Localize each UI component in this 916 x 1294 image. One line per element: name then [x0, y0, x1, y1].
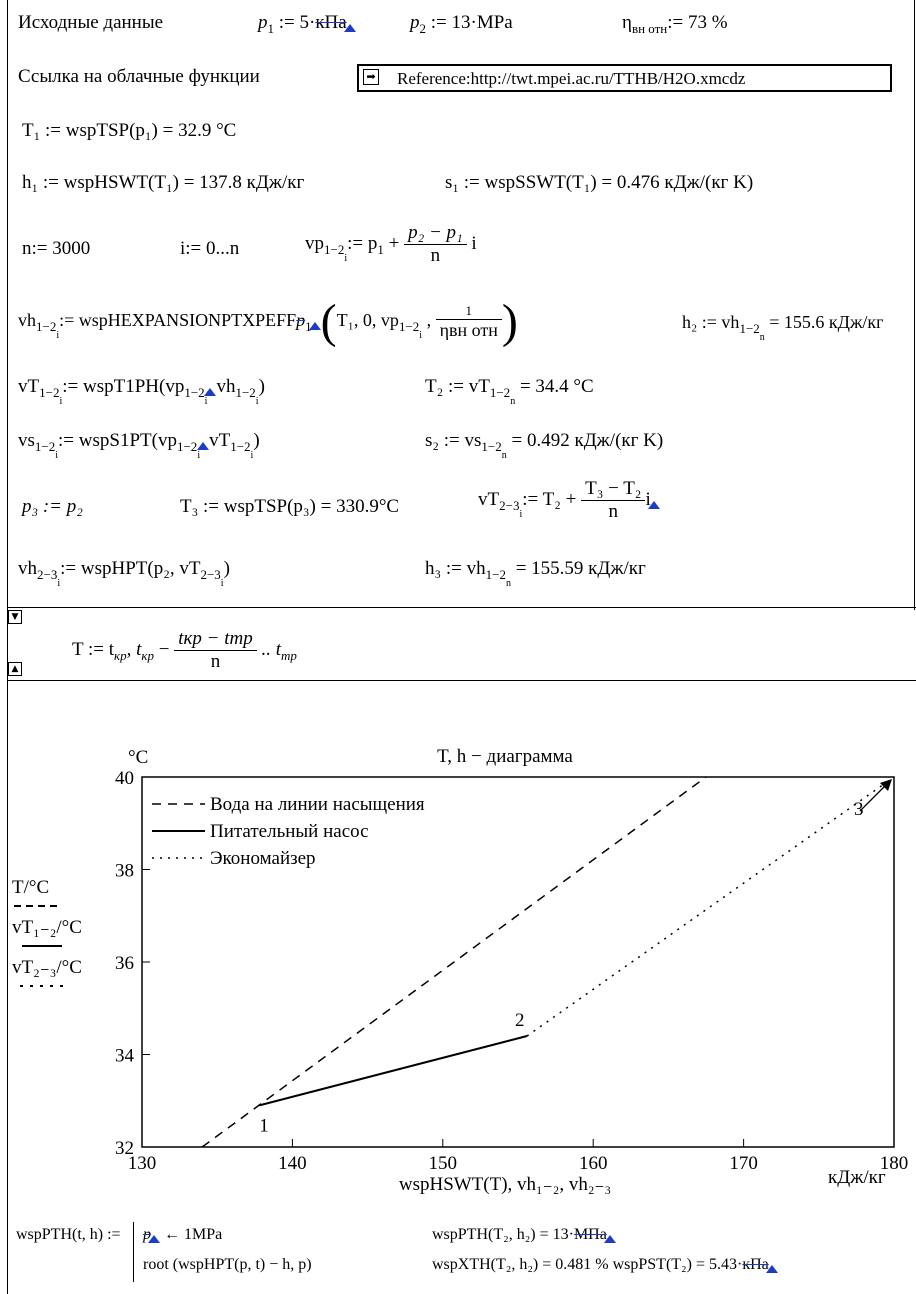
error-caret-icon [308, 322, 321, 331]
collapse-down-icon[interactable]: ▼ [8, 610, 22, 624]
series-pump-line [259, 1035, 528, 1107]
wsppth-function-def[interactable]: wspPTH(t, h) := [16, 1226, 121, 1243]
trace-labels: T/°C vT₁₋₂/°C vT₂₋₃/°C [12, 877, 82, 987]
separator-bottom [7, 680, 916, 681]
y-ticks: 32 34 36 38 40 [115, 768, 150, 1159]
series-economizer-line [526, 776, 895, 1037]
y-tick-label: 40 [115, 768, 134, 789]
chart-title: T, h − диаграмма [437, 746, 573, 767]
reference-label: Ссылка на облачные функции [18, 66, 260, 87]
error-caret-icon [603, 1235, 616, 1243]
reference-value: Reference:http://twt.mpei.ac.ru/TTHB/H2O… [397, 69, 746, 88]
inputs-label: Исходные данные [18, 12, 164, 33]
chart-y-unit: °C [128, 747, 148, 768]
point-label-3: 3 [854, 799, 864, 820]
right-border [914, 0, 915, 610]
eta-definition[interactable]: ηвн отн:= 73 % [622, 12, 728, 36]
p2-definition[interactable]: p2 := 13·MPa [410, 12, 513, 36]
legend-label: Питательный насос [210, 821, 369, 842]
t1-line[interactable]: T₁ := wspTSP(p₁) = 32.9 °C [22, 120, 237, 141]
y-tick-label: 34 [115, 1046, 135, 1067]
chart-x-label: wspHSWT(T), vh₁₋₂, vh₂₋₃ [399, 1174, 611, 1195]
x-tick-label: 140 [278, 1153, 307, 1174]
x-tick-label: 180 [880, 1153, 909, 1174]
vh-definition[interactable]: vh1−2i:= wspHEXPANSIONPTXPEFFp1 (T₁, 0, v… [18, 295, 518, 348]
legend: Вода на линии насыщения Питательный насо… [152, 794, 425, 869]
chart-x-unit: кДж/кг [828, 1167, 886, 1188]
x-tick-label: 130 [128, 1153, 157, 1174]
p1-definition[interactable]: p1 := 5·кПа [258, 12, 356, 37]
program-line-2[interactable]: root (wspHPT(p, t) − h, p) [143, 1256, 312, 1273]
h2-definition[interactable]: h₂ := vh1−2n = 155.6 кДж/кг [682, 312, 884, 343]
x-tick-label: 150 [429, 1153, 458, 1174]
t3-definition[interactable]: T₃ := wspTSP(p₃) = 330.9°C [180, 496, 400, 517]
error-caret-icon [148, 1235, 160, 1243]
point-label-1: 1 [259, 1115, 269, 1136]
error-caret-icon [765, 1265, 778, 1273]
reference-box[interactable]: ➡ Reference:http://twt.mpei.ac.ru/TTHB/H… [357, 64, 892, 92]
x-tick-label: 170 [729, 1153, 758, 1174]
vp-definition[interactable]: vp1−2i:= p1 + p₂ − p₁ n i [305, 222, 477, 267]
trace-label: vT₁₋₂/°C [12, 917, 82, 938]
x-tick-label: 160 [579, 1153, 608, 1174]
s2-definition[interactable]: s₂ := vs1−2n = 0.492 кДж/(кг K) [425, 430, 664, 461]
error-caret-icon [647, 500, 660, 509]
separator-top [7, 607, 916, 608]
x-ticks: 130 140 150 160 170 180 [128, 1139, 909, 1174]
program-line-1[interactable]: p ← 1MPa [143, 1226, 223, 1243]
vs-definition[interactable]: vs1−2i:= wspS1PT(vp1−2ivT1−2i) [18, 430, 260, 461]
left-border [7, 0, 8, 1294]
legend-label: Экономайзер [210, 848, 316, 869]
y-tick-label: 38 [115, 861, 134, 882]
arrow-right-icon: ➡ [363, 69, 379, 85]
point-3-arrowhead [880, 779, 892, 791]
error-caret-icon [197, 442, 210, 450]
error-caret-icon [204, 388, 217, 396]
vt23-definition[interactable]: vT2−3i:= T₂ + T₃ − T₂ n i [478, 478, 660, 523]
vt-definition[interactable]: vT1−2i:= wspT1PH(vp1−2ivh1−2i) [18, 376, 265, 407]
vh23-definition[interactable]: vh2−3i:= wspHPT(p₂, vT2−3i) [18, 558, 230, 589]
series-saturation-line [201, 776, 707, 1148]
program-bracket [133, 1222, 134, 1282]
y-tick-label: 36 [115, 953, 134, 974]
wspxth-result[interactable]: wspXTH(T₂, h₂) = 0.481 % wspPST(T₂) = 5.… [432, 1256, 778, 1274]
p3-definition[interactable]: p₃ := p₂ [22, 496, 83, 517]
vp-fraction: p₂ − p₁ n [404, 222, 467, 267]
trace-label: T/°C [12, 877, 49, 898]
wsppth-result[interactable]: wspPTH(T₂, h₂) = 13·МПа [432, 1226, 616, 1244]
t2-definition[interactable]: T₂ := vT1−2n = 34.4 °C [425, 376, 594, 407]
point-labels: 1 2 3 [259, 799, 863, 1136]
series-lines [201, 776, 895, 1148]
collapse-up-icon[interactable]: ▲ [8, 662, 22, 676]
error-caret-icon [343, 24, 356, 32]
range-definition[interactable]: T := tкр, tкр − tкр − tтр n .. tтр [72, 628, 297, 672]
p1-unit: кПа [315, 12, 347, 33]
trace-label: vT₂₋₃/°C [12, 957, 82, 978]
legend-label: Вода на линии насыщения [210, 794, 425, 815]
n-definition[interactable]: n:= 3000 [22, 238, 91, 259]
i-definition[interactable]: i:= 0...n [180, 238, 240, 259]
h1-line[interactable]: h₁ := wspHSWT(T₁) = 137.8 кДж/кг [22, 172, 305, 193]
s1-line[interactable]: s₁ := wspSSWT(T₁) = 0.476 кДж/(кг K) [445, 172, 754, 193]
h3-definition[interactable]: h₃ := vh1−2n = 155.59 кДж/кг [425, 558, 646, 589]
eta-fraction: 1 ηвн отн [435, 303, 502, 341]
point-label-2: 2 [515, 1010, 525, 1031]
y-tick-label: 32 [115, 1138, 134, 1159]
